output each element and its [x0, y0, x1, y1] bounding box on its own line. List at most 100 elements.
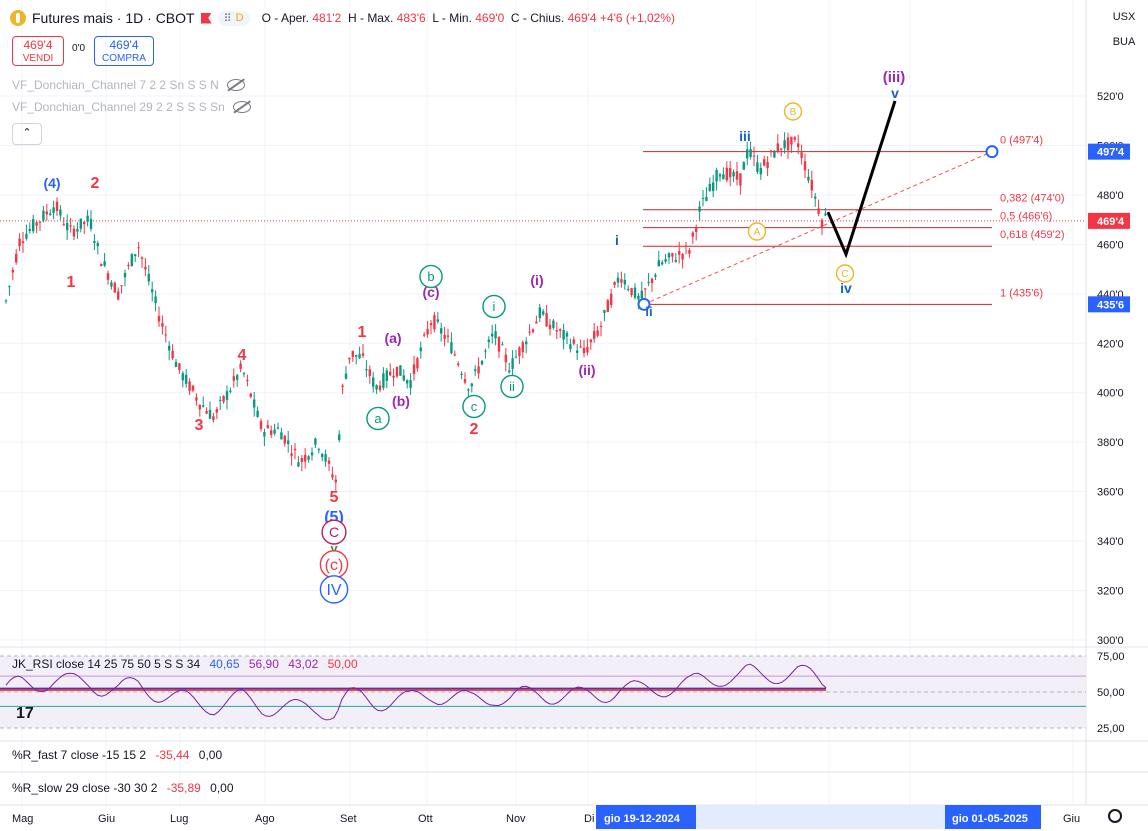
wave-label[interactable]: a — [374, 411, 382, 426]
candle-body — [627, 288, 630, 290]
wave-label[interactable]: 4 — [238, 347, 247, 364]
wave-label[interactable]: ii — [509, 379, 515, 394]
candle-body — [596, 330, 599, 336]
candle-body — [130, 254, 133, 266]
wave-label[interactable]: (b) — [392, 393, 410, 409]
wave-label[interactable]: (iii) — [883, 69, 906, 86]
tradingview-logo[interactable]: 17 — [16, 705, 34, 722]
sell-button[interactable]: 469'4 VENDI — [12, 36, 64, 66]
candle-body — [501, 344, 504, 346]
wave-label[interactable]: (c) — [325, 557, 344, 574]
r-fast-legend[interactable]: %R_fast 7 close -15 15 2 -35,44 0,00 — [12, 748, 222, 762]
buy-button[interactable]: 469'4 COMPRA — [94, 36, 154, 66]
session-pill[interactable]: ⠿ D — [217, 10, 250, 26]
time-axis[interactable]: MagGiuLugAgoSetOttNovDiFebMarAprGiugio 1… — [12, 805, 1080, 829]
fib-anchor-end[interactable] — [985, 145, 999, 159]
wave-label[interactable]: ii — [645, 304, 652, 319]
rsi-legend[interactable]: JK_RSI close 14 25 75 50 5 S S 34 40,65 … — [12, 657, 358, 671]
indicator-label: VF_Donchian_Channel 7 2 2 Sn S S N — [12, 78, 219, 92]
unit-selector[interactable]: BUA — [1112, 36, 1136, 48]
indicator-row-donchian-7[interactable]: VF_Donchian_Channel 7 2 2 Sn S S N — [12, 78, 245, 92]
wave-label[interactable]: 3 — [195, 417, 204, 434]
wave-label[interactable]: i — [615, 232, 619, 248]
wave-label[interactable]: (a) — [384, 330, 401, 346]
collapse-indicators-button[interactable]: ⌃ — [12, 123, 42, 145]
candle-body — [293, 448, 297, 451]
wave-label[interactable]: b — [427, 269, 434, 284]
candle-body — [205, 411, 208, 414]
candle-body — [161, 322, 164, 327]
candle-body — [776, 143, 779, 152]
candle-body — [86, 215, 89, 222]
fibonacci-retracement[interactable]: 0 (497'4) 0,382 (474'0) 0,5 (466'6) 0,618 (… — [637, 135, 1065, 311]
time-label: Mag — [12, 813, 33, 825]
wave-label[interactable]: 1 — [67, 274, 76, 291]
time-label: Set — [340, 813, 357, 825]
candle-body — [453, 354, 456, 356]
wave-label[interactable]: C — [329, 524, 339, 540]
wave-label[interactable]: 5 — [330, 489, 339, 506]
settings-gear-icon[interactable] — [1108, 809, 1122, 823]
symbol-title[interactable]: Futures mais · 1D · CBOT — [32, 10, 195, 26]
wave-label[interactable]: iv — [840, 280, 852, 296]
candle-body — [681, 254, 684, 260]
elliott-wave-labels[interactable]: (4) 21345(5)Cy(c)IVabc(a)(b)(c)12iii(i)(i… — [43, 69, 906, 604]
candle-body — [300, 458, 303, 462]
hidden-eye-icon[interactable] — [232, 101, 251, 113]
candle-body — [76, 229, 79, 232]
high-label: H - Max. — [347, 11, 394, 25]
candle-body — [181, 373, 184, 381]
candle-body — [487, 339, 490, 343]
candle-body — [195, 397, 198, 401]
wave-label[interactable]: (4) — [43, 175, 60, 191]
wave-label[interactable]: 2 — [470, 421, 479, 438]
candle-body — [667, 253, 671, 258]
wave-label[interactable]: (i) — [530, 272, 543, 288]
candle-body — [4, 300, 8, 302]
candle-body — [113, 282, 116, 293]
candle-body — [120, 285, 123, 287]
wave-label[interactable]: v — [891, 85, 899, 101]
wave-circle — [319, 575, 349, 604]
candle-body — [103, 261, 106, 266]
flag-icon[interactable] — [200, 12, 212, 24]
wave-label[interactable]: i — [493, 299, 496, 314]
candle-body — [164, 334, 167, 336]
candle-body — [613, 282, 616, 285]
candle-body — [620, 279, 623, 283]
candle-body — [42, 210, 45, 221]
projection-zigzag[interactable] — [826, 100, 897, 259]
candle-body — [766, 161, 769, 169]
candle-body — [773, 150, 776, 158]
wave-label[interactable]: c — [471, 399, 478, 414]
candle-body — [66, 222, 69, 231]
candle-body — [151, 289, 154, 293]
hidden-eye-icon[interactable] — [226, 79, 245, 91]
fib-trend-line[interactable] — [643, 151, 993, 305]
wave-label[interactable]: y — [330, 541, 338, 556]
price-axis[interactable]: 520'0500'0480'0460'0440'0420'0400'0380'0… — [1088, 91, 1130, 647]
wave-label[interactable]: 2 — [91, 175, 100, 192]
wave-label[interactable]: (ii) — [578, 362, 595, 378]
price-tick: 380'0 — [1097, 437, 1124, 449]
time-label: Di — [584, 813, 594, 825]
chart-header: Futures mais · 1D · CBOT ⠿ D O - Aper. 48… — [10, 8, 675, 28]
indicator-row-donchian-29[interactable]: VF_Donchian_Channel 29 2 2 S S S Sn — [12, 100, 251, 114]
wave-label[interactable]: iii — [739, 128, 751, 144]
wave-label[interactable]: B — [790, 107, 797, 118]
candle-body — [147, 273, 150, 282]
wave-label[interactable]: A — [754, 227, 761, 238]
candle-body — [722, 174, 725, 180]
wave-label[interactable]: 1 — [358, 324, 367, 341]
price-badge-bottom-bg — [1088, 296, 1130, 313]
r-slow-legend[interactable]: %R_slow 29 close -30 30 2 -35,89 0,00 — [12, 781, 234, 795]
currency-selector[interactable]: USX — [1112, 11, 1136, 23]
session-letter: D — [235, 12, 244, 24]
wave-label[interactable]: IV — [326, 582, 341, 599]
wave-label[interactable]: C — [841, 269, 848, 280]
wave-label[interactable]: (c) — [422, 284, 439, 300]
price-badge-current-bg — [1088, 212, 1130, 229]
candle-body — [32, 219, 35, 232]
projection-path[interactable] — [826, 100, 897, 259]
